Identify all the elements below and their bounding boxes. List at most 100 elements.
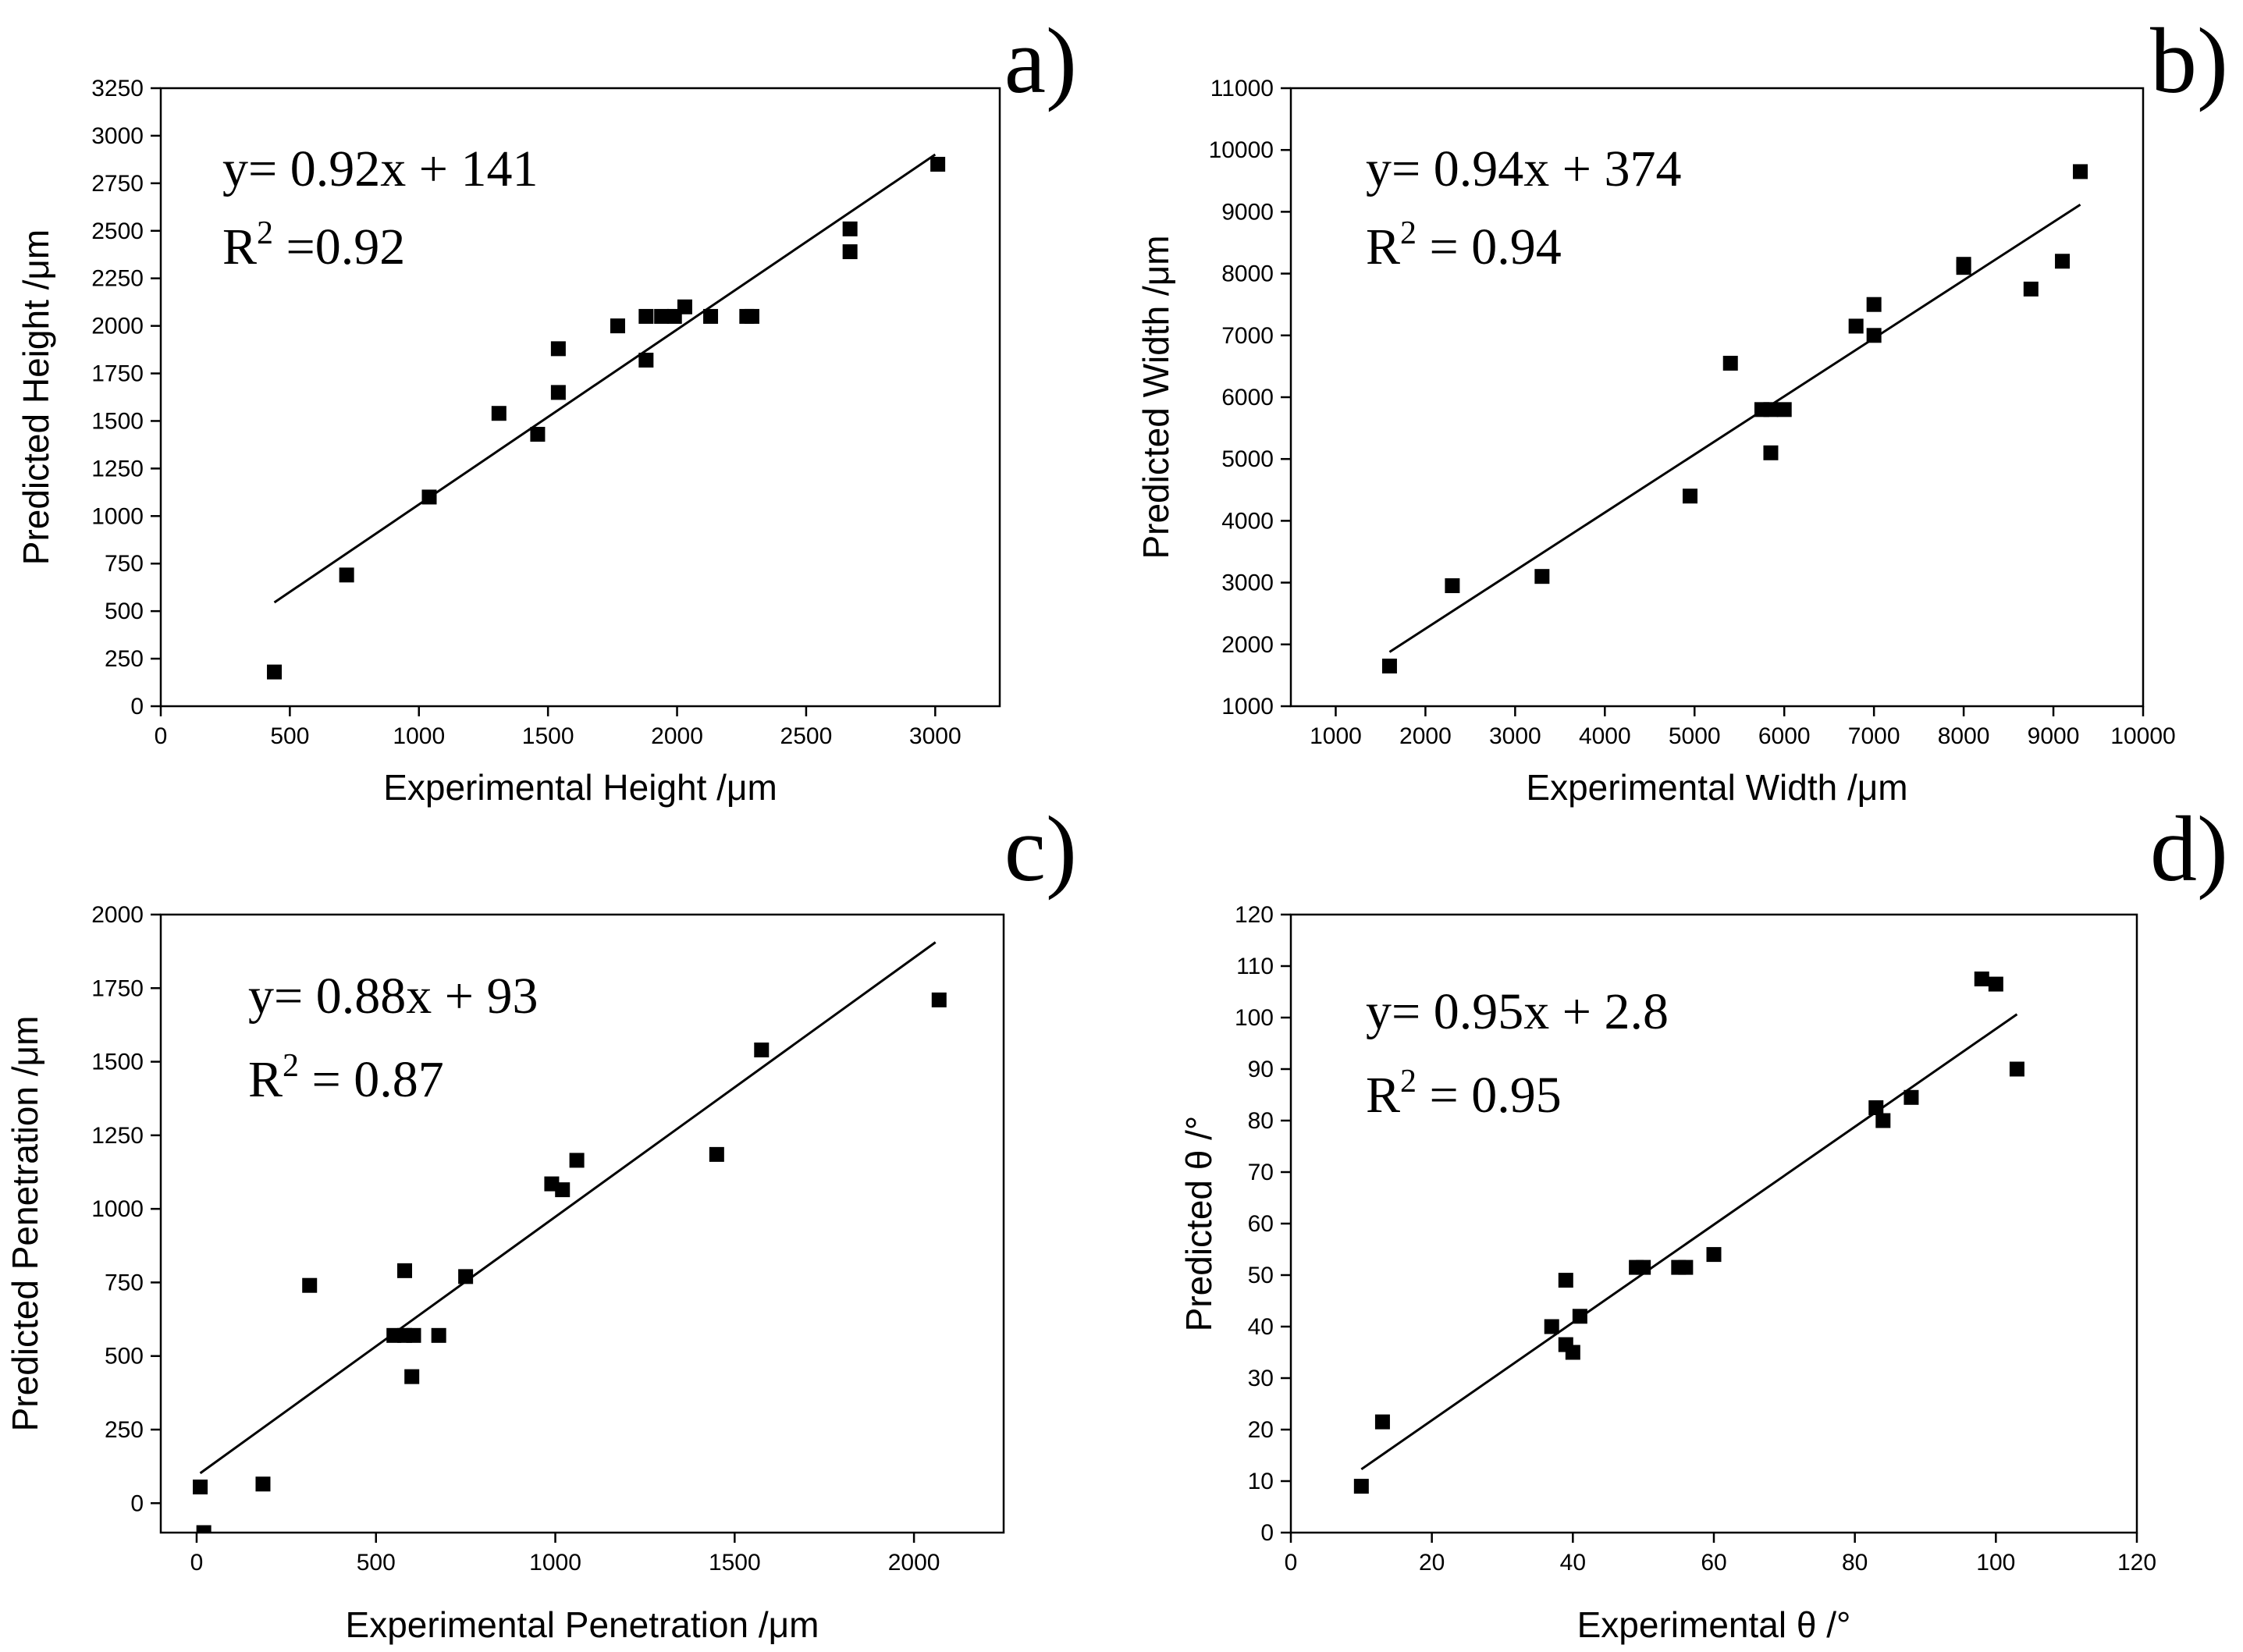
x-tick-label: 1500 xyxy=(522,723,574,749)
y-tick-label: 250 xyxy=(105,646,144,672)
x-tick-label: 8000 xyxy=(1938,723,1990,749)
y-tick-label: 3000 xyxy=(1221,570,1274,596)
data-point xyxy=(1636,1259,1651,1275)
data-point xyxy=(1974,972,1989,986)
data-point xyxy=(1763,445,1779,460)
data-point xyxy=(1722,355,1738,371)
panel-label: a) xyxy=(1004,9,1077,112)
x-tick-label: 4000 xyxy=(1579,723,1631,749)
y-tick-label: 6000 xyxy=(1221,385,1274,410)
y-axis-title: Predicted Penetration /μm xyxy=(5,1016,45,1432)
x-axis-title: Experimental θ /° xyxy=(1577,1604,1851,1645)
data-point xyxy=(431,1327,446,1343)
data-point xyxy=(1868,1100,1884,1115)
data-point xyxy=(1904,1089,1919,1105)
data-points xyxy=(267,156,946,680)
data-point xyxy=(550,385,566,400)
y-tick-label: 60 xyxy=(1248,1211,1274,1237)
y-tick-label: 4000 xyxy=(1221,508,1274,534)
data-point xyxy=(1763,402,1779,417)
data-point xyxy=(2055,254,2071,269)
x-tick-label: 1000 xyxy=(393,723,445,749)
y-tick-label: 750 xyxy=(105,1270,144,1295)
data-point xyxy=(193,1480,208,1495)
y-tick-label: 11000 xyxy=(1210,76,1274,101)
data-point xyxy=(677,299,692,314)
y-tick-label: 50 xyxy=(1248,1263,1274,1288)
data-point xyxy=(1683,488,1698,504)
y-tick-label: 500 xyxy=(105,1344,144,1370)
y-tick-label: 1500 xyxy=(91,1050,144,1075)
x-tick-label: 2000 xyxy=(1399,723,1452,749)
x-tick-label: 500 xyxy=(270,723,309,749)
chart-panel-3: 0 500 1000 1500 2000 0 250 500 750 1000 1250 1500 17… xyxy=(5,797,1077,1645)
data-point xyxy=(404,1369,420,1384)
x-tick-label: 5000 xyxy=(1669,723,1721,749)
y-tick-label: 3250 xyxy=(91,76,144,101)
x-tick-label: 120 xyxy=(2117,1550,2156,1576)
y-tick-label: 2000 xyxy=(91,314,144,339)
data-points xyxy=(1353,972,2024,1494)
y-tick-label: 3000 xyxy=(91,123,144,149)
y-tick-label: 10000 xyxy=(1209,137,1274,163)
data-point xyxy=(2009,1061,2024,1077)
y-axis-title: Predicted θ /° xyxy=(1178,1116,1219,1332)
data-point xyxy=(1988,976,2003,992)
data-point xyxy=(754,1042,770,1057)
x-tick-label: 1500 xyxy=(709,1550,761,1576)
y-tick-label: 9000 xyxy=(1221,199,1274,225)
r-squared: R2 = 0.95 xyxy=(1366,1064,1562,1124)
data-point xyxy=(1445,578,1460,594)
panel-label: d) xyxy=(2150,797,2228,901)
y-tick-label: 1000 xyxy=(91,1196,144,1222)
data-point xyxy=(842,221,858,236)
x-axis-title: Experimental Width /μm xyxy=(1526,767,1907,808)
data-point xyxy=(1678,1259,1694,1275)
data-point xyxy=(1572,1309,1587,1324)
x-tick-label: 80 xyxy=(1842,1550,1868,1576)
data-point xyxy=(638,308,654,324)
fit-line xyxy=(199,941,937,1475)
data-point xyxy=(2023,281,2039,297)
x-tick-label: 500 xyxy=(357,1550,396,1576)
y-tick-label: 750 xyxy=(105,551,144,577)
data-point xyxy=(842,244,858,260)
fit-equation: y= 0.88x + 93 xyxy=(248,968,538,1025)
data-point xyxy=(1875,1113,1891,1128)
plot-frame xyxy=(159,913,1005,1534)
y-tick-label: 1000 xyxy=(1221,694,1274,719)
x-tick-label: 6000 xyxy=(1758,723,1811,749)
y-tick-label: 100 xyxy=(1235,1005,1274,1031)
r-squared: R2 =0.92 xyxy=(222,215,405,275)
data-point xyxy=(1848,318,1864,334)
y-tick-label: 40 xyxy=(1248,1314,1274,1340)
y-tick-label: 2500 xyxy=(91,218,144,244)
data-point xyxy=(302,1277,318,1293)
data-point xyxy=(1374,1414,1390,1430)
data-point xyxy=(530,427,546,442)
y-tick-label: 2250 xyxy=(91,266,144,292)
data-point xyxy=(1956,260,1971,275)
y-tick-label: 120 xyxy=(1235,902,1274,928)
r-squared: R2 = 0.87 xyxy=(248,1048,444,1108)
y-tick-label: 250 xyxy=(105,1417,144,1443)
panel-label: c) xyxy=(1004,797,1077,901)
y-tick-label: 10 xyxy=(1248,1469,1274,1494)
y-axis-title: Predicted Height /μm xyxy=(16,229,56,565)
y-tick-label: 110 xyxy=(1236,954,1274,979)
x-tick-label: 0 xyxy=(1285,1550,1298,1576)
y-tick-label: 8000 xyxy=(1221,261,1274,287)
y-tick-label: 0 xyxy=(1260,1520,1274,1546)
fit-equation: y= 0.92x + 141 xyxy=(222,140,538,197)
y-tick-label: 1250 xyxy=(91,456,144,481)
y-tick-label: 90 xyxy=(1248,1057,1274,1082)
fit-line xyxy=(273,153,937,604)
x-tick-label: 10000 xyxy=(2110,723,2175,749)
data-point xyxy=(930,156,946,172)
data-point xyxy=(1866,328,1882,343)
data-point xyxy=(550,341,566,357)
x-tick-label: 7000 xyxy=(1848,723,1900,749)
data-point xyxy=(1558,1273,1573,1288)
y-tick-label: 2000 xyxy=(1221,632,1274,658)
data-point xyxy=(491,406,507,421)
